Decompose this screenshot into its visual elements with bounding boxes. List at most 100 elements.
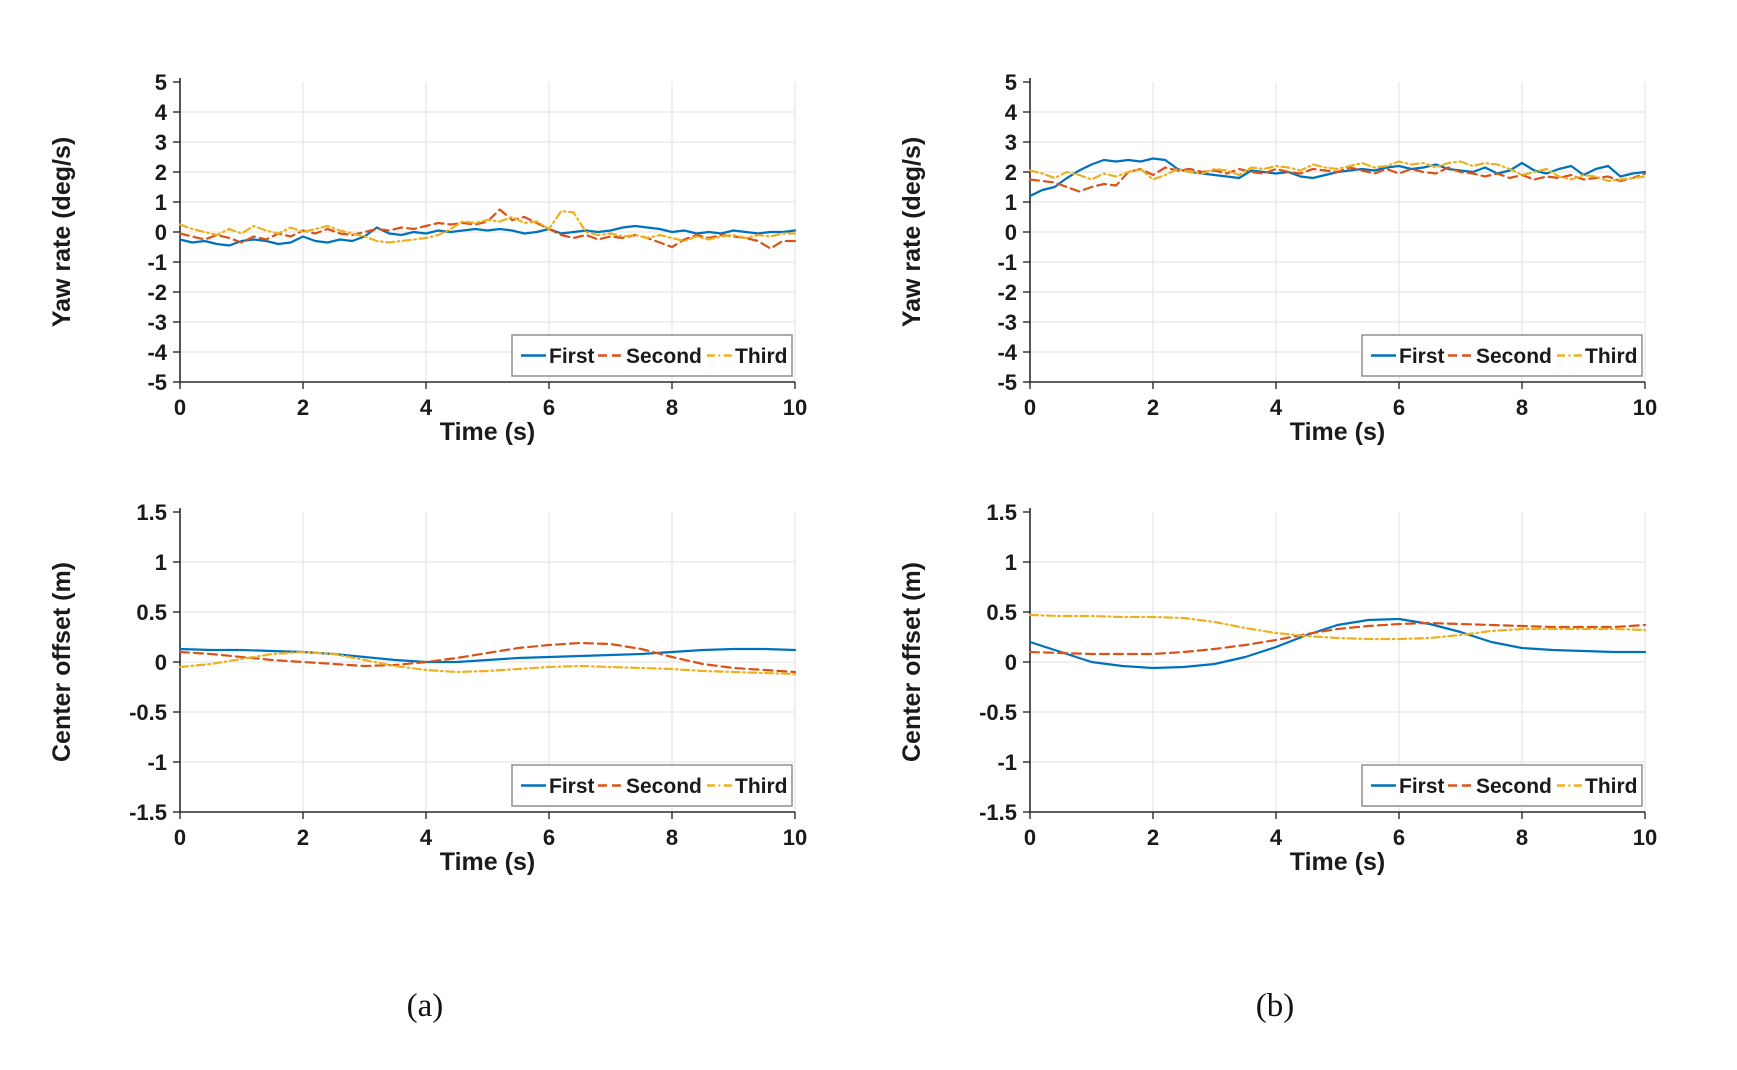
- svg-text:-1: -1: [997, 750, 1017, 775]
- svg-text:-5: -5: [147, 370, 167, 395]
- legend: First Second Third: [1361, 764, 1643, 807]
- svg-text:2: 2: [1147, 395, 1159, 420]
- legend-label-first: First: [1399, 775, 1445, 798]
- y-axis-label: Center offset (m): [898, 562, 926, 762]
- svg-text:6: 6: [543, 825, 555, 850]
- svg-text:3: 3: [155, 130, 167, 155]
- svg-text:-4: -4: [147, 340, 167, 365]
- svg-text:1: 1: [1005, 190, 1017, 215]
- series-lines: [178, 641, 797, 676]
- series-line-first: [178, 224, 797, 247]
- svg-text:-1.5: -1.5: [979, 800, 1017, 825]
- svg-text:1: 1: [155, 190, 167, 215]
- series-lines: [1028, 613, 1647, 670]
- legend-label-second: Second: [626, 775, 702, 798]
- svg-text:0.5: 0.5: [986, 600, 1017, 625]
- svg-text:-4: -4: [997, 340, 1017, 365]
- svg-text:-1: -1: [997, 250, 1017, 275]
- series-line-first: [1028, 617, 1647, 670]
- legend-label-third: Third: [735, 775, 788, 798]
- svg-text:4: 4: [1005, 100, 1018, 125]
- svg-text:4: 4: [155, 100, 168, 125]
- svg-text:8: 8: [1516, 395, 1528, 420]
- legend-label-third: Third: [1585, 775, 1638, 798]
- svg-text:2: 2: [297, 825, 309, 850]
- series-line-second: [178, 208, 797, 250]
- y-axis-label: Yaw rate (deg/s): [898, 137, 926, 327]
- svg-text:4: 4: [1270, 395, 1283, 420]
- legend-label-second: Second: [1476, 345, 1552, 368]
- y-axis-label: Center offset (m): [48, 562, 76, 762]
- svg-text:0: 0: [1024, 395, 1036, 420]
- tick-labels: 0 2 4 6 8 10 1.5 1 0.5 0 -0.5 -1 -1.5: [979, 500, 1657, 850]
- legend-label-first: First: [549, 775, 595, 798]
- svg-text:1: 1: [1005, 550, 1017, 575]
- series-line-third: [178, 209, 797, 244]
- svg-text:0: 0: [174, 825, 186, 850]
- svg-text:3: 3: [1005, 130, 1017, 155]
- legend: First Second Third: [511, 764, 793, 807]
- series-line-third: [1028, 613, 1647, 641]
- legend-label-first: First: [549, 345, 595, 368]
- svg-text:-3: -3: [997, 310, 1017, 335]
- legend-label-second: Second: [1476, 775, 1552, 798]
- svg-text:1: 1: [155, 550, 167, 575]
- svg-text:-5: -5: [997, 370, 1017, 395]
- svg-text:2: 2: [155, 160, 167, 185]
- svg-text:8: 8: [666, 825, 678, 850]
- svg-text:6: 6: [543, 395, 555, 420]
- svg-text:-1: -1: [147, 750, 167, 775]
- svg-text:6: 6: [1393, 395, 1405, 420]
- axes: [179, 78, 795, 383]
- panel-caption-a: (a): [406, 988, 444, 1024]
- svg-text:2: 2: [297, 395, 309, 420]
- svg-text:2: 2: [1147, 825, 1159, 850]
- center-offset-chart-b: 0 2 4 6 8 10 1.5 1 0.5 0 -0.5 -1 -1.5 Time (s) Center …: [898, 500, 1657, 876]
- svg-text:8: 8: [666, 395, 678, 420]
- y-axis-label: Yaw rate (deg/s): [48, 137, 76, 327]
- x-axis-label: Time (s): [440, 848, 535, 876]
- svg-text:-0.5: -0.5: [129, 700, 167, 725]
- legend-label-first: First: [1399, 345, 1445, 368]
- svg-text:10: 10: [1633, 395, 1657, 420]
- legend-label-third: Third: [1585, 345, 1638, 368]
- x-axis-label: Time (s): [440, 418, 535, 446]
- svg-text:-0.5: -0.5: [979, 700, 1017, 725]
- gridlines: [1030, 512, 1646, 812]
- svg-text:5: 5: [155, 70, 167, 95]
- svg-text:-1: -1: [147, 250, 167, 275]
- legend-label-second: Second: [626, 345, 702, 368]
- svg-text:-2: -2: [997, 280, 1017, 305]
- svg-text:8: 8: [1516, 825, 1528, 850]
- panel-caption-b: (b): [1255, 988, 1295, 1024]
- gridlines: [1030, 82, 1646, 382]
- svg-text:-1.5: -1.5: [129, 800, 167, 825]
- center-offset-chart-a: 0 2 4 6 8 10 1.5 1 0.5 0 -0.5 -1 -1.5 Time (s) Center …: [48, 500, 807, 876]
- series-line-third: [178, 650, 797, 676]
- legend: First Second Third: [1361, 334, 1643, 377]
- x-axis-label: Time (s): [1290, 848, 1385, 876]
- svg-text:0: 0: [155, 220, 167, 245]
- svg-text:-2: -2: [147, 280, 167, 305]
- svg-text:0: 0: [1024, 825, 1036, 850]
- svg-text:4: 4: [420, 825, 433, 850]
- svg-text:0: 0: [155, 650, 167, 675]
- svg-text:10: 10: [783, 825, 807, 850]
- svg-text:2: 2: [1005, 160, 1017, 185]
- svg-text:0: 0: [174, 395, 186, 420]
- legend-label-third: Third: [735, 345, 788, 368]
- series-line-third: [1028, 160, 1647, 183]
- svg-text:10: 10: [783, 395, 807, 420]
- series-line-second: [1028, 621, 1647, 656]
- series-lines: [1028, 157, 1647, 198]
- x-axis-label: Time (s): [1290, 418, 1385, 446]
- series-lines: [178, 208, 797, 250]
- svg-text:-3: -3: [147, 310, 167, 335]
- svg-text:4: 4: [1270, 825, 1283, 850]
- legend: First Second Third: [511, 334, 793, 377]
